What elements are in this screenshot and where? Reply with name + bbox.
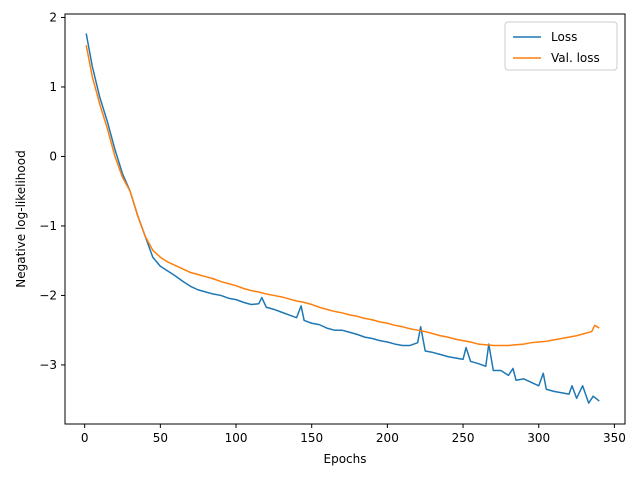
legend-label-loss: Loss (551, 30, 577, 44)
legend-label-val-loss: Val. loss (551, 51, 600, 65)
y-axis-label: Negative log-likelihood (14, 150, 28, 287)
series-line-val-loss (85, 45, 600, 347)
x-tick-label: 250 (452, 431, 475, 445)
x-tick-label: 350 (603, 431, 626, 445)
y-tick-label: −1 (39, 219, 57, 233)
y-tick-label: −3 (39, 358, 57, 372)
axis-ticks: 0 50 100 150 200 250 300 350 −3 −2 −1 0 1 2 (39, 10, 626, 445)
x-axis-label: Epochs (324, 452, 367, 466)
legend: Loss Val. loss (504, 21, 618, 71)
x-tick-label: 0 (81, 431, 89, 445)
x-tick-label: 100 (225, 431, 248, 445)
y-tick-label: −2 (39, 288, 57, 302)
plot-frame (64, 13, 626, 425)
x-tick-label: 300 (527, 431, 550, 445)
series-line-loss (85, 33, 600, 404)
y-tick-label: 1 (49, 80, 57, 94)
x-tick-label: 50 (153, 431, 168, 445)
x-tick-label: 150 (300, 431, 323, 445)
y-tick-label: 0 (49, 149, 57, 163)
y-tick-label: 2 (49, 10, 57, 24)
series-layer (85, 33, 600, 404)
x-tick-label: 200 (376, 431, 399, 445)
